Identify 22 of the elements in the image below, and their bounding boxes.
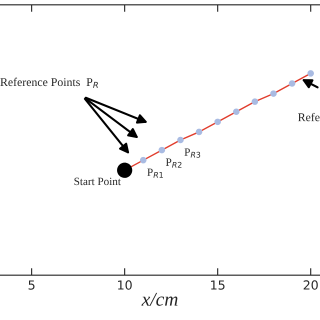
- x-tick-label: 10: [118, 280, 132, 290]
- annotation: Reference Points P$_{R}$: [0, 78, 98, 88]
- annotation: Start Point: [74, 178, 121, 186]
- point: [158, 146, 166, 154]
- point: [307, 70, 314, 77]
- annotation: P$_{R2}$: [166, 158, 182, 168]
- point: [233, 108, 240, 116]
- annotation: P$_{R1}$: [147, 168, 163, 178]
- annotation: P$_{R3}$: [184, 148, 200, 158]
- point: [270, 90, 277, 97]
- annotation: Refe: [298, 112, 320, 122]
- x-axis-title: x/cm: [141, 292, 178, 306]
- point: [196, 128, 202, 136]
- x-tick-label: 20: [304, 280, 318, 290]
- point: [177, 136, 184, 144]
- x-tick-label: 15: [211, 280, 225, 290]
- point: [288, 80, 296, 87]
- point: [117, 162, 132, 178]
- x-tick-label: 5: [28, 280, 35, 290]
- point: [214, 118, 221, 126]
- point: [252, 98, 258, 105]
- point: [140, 156, 147, 164]
